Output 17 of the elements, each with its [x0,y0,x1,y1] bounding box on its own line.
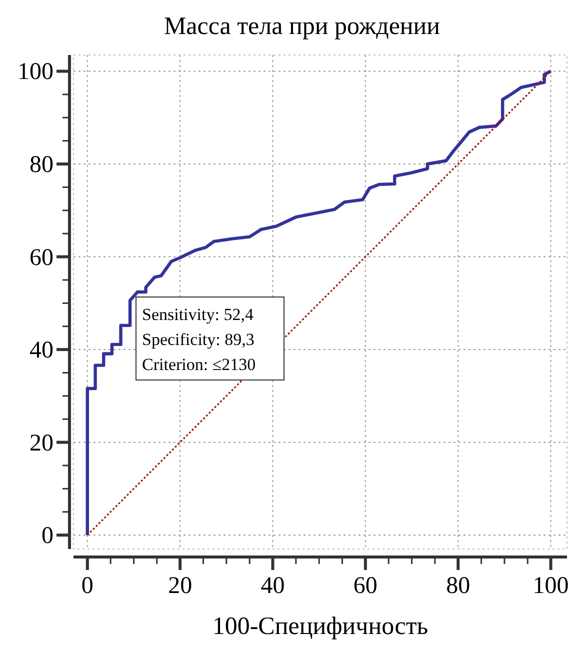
x-tick-label: 60 [353,573,378,599]
x-axis-title: 100-Специфичность [212,613,428,640]
chart-title: Масса тела при рождении [164,13,440,40]
x-tick-label: 40 [260,573,285,599]
annotation: Sensitivity: 52,4 [142,305,254,324]
x-tick-label: 20 [168,573,192,599]
x-tick-label: 0 [81,573,94,599]
x-tick-label: 80 [446,573,470,599]
annotation: Specificity: 89,3 [142,330,254,349]
y-tick-label: 0 [42,523,54,550]
annotation: Criterion: ≤2130 [142,355,256,374]
y-tick-label: 40 [30,338,54,364]
x-tick-label: 100 [532,573,569,599]
y-tick-label: 20 [30,430,54,456]
y-tick-label: 80 [30,152,54,178]
y-tick-label: 60 [30,244,54,271]
y-tick-label: 100 [18,59,54,86]
